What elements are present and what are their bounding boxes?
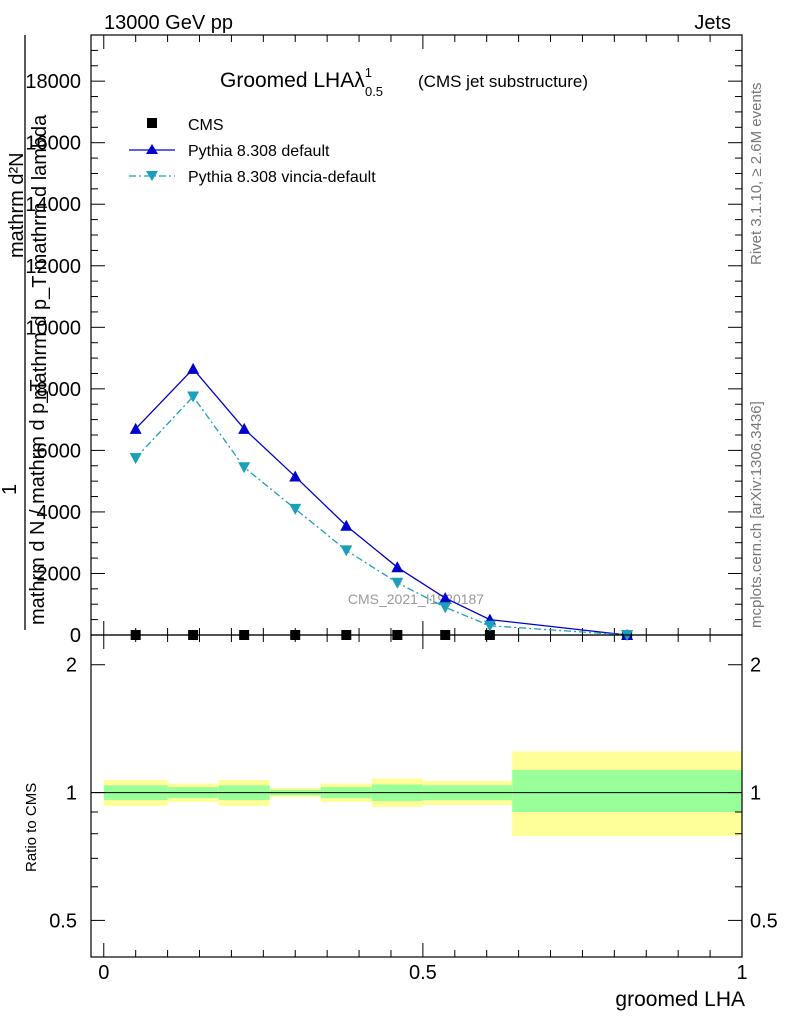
- default-point: [340, 519, 353, 531]
- ratio-ytick-label-right: 0.5: [750, 910, 778, 932]
- chart-subtitle: (CMS jet substructure): [418, 72, 588, 91]
- chart-title-sub: 0.5: [365, 84, 383, 99]
- main-ytick-label: 16000: [25, 133, 81, 155]
- default-point: [439, 592, 452, 604]
- main-ytick-label: 12000: [25, 256, 81, 278]
- vincia-point: [439, 602, 452, 614]
- main-ytick-label: 0: [70, 625, 81, 647]
- ratio-tick-labels: 0.5 0.5 1 1 2 2 0 0.5 1: [49, 655, 778, 984]
- legend-marker-default: [146, 144, 158, 154]
- main-ytick-label: 8000: [37, 379, 82, 401]
- default-point: [129, 422, 142, 434]
- legend-label-cms: CMS: [188, 117, 224, 134]
- ylabel-num-bottom: mathrm d N / mathrm d p_T: [27, 379, 49, 625]
- chart-title-main: Groomed LHAλ: [220, 69, 365, 92]
- ylabel-den-top: mathrm d p_T mathrm d lambda: [29, 114, 51, 400]
- vincia-point: [289, 503, 302, 515]
- main-ytick-label: 2000: [37, 563, 82, 585]
- vincia-point: [238, 462, 251, 474]
- energy-label: 13000 GeV pp: [104, 12, 233, 34]
- ratio-panel: 0.5 0.5 1 1 2 2 0 0.5 1 Ratio to CMS groomed LHA: [23, 634, 778, 1011]
- vincia-point: [391, 577, 404, 589]
- ratio-ylabel: Ratio to CMS: [23, 783, 40, 872]
- rivet-label: Rivet 3.1.10, ≥ 2.6M events: [748, 83, 765, 266]
- ylabel-frac-top: 1: [0, 484, 21, 495]
- legend-marker-cms: [147, 118, 157, 128]
- default-point: [289, 470, 302, 482]
- ylabel-num-top: mathrm d²N: [6, 152, 28, 258]
- process-label: Jets: [694, 12, 731, 34]
- chart-title-sup: 1: [365, 65, 372, 80]
- ratio-ytick-label-left: 0.5: [49, 910, 77, 932]
- analysis-label: CMS_2021_I1920187: [348, 591, 484, 607]
- main-ticks: [91, 35, 743, 636]
- vincia-point: [129, 453, 142, 465]
- ratio-band-green: [512, 770, 742, 813]
- site-label: mcplots.cern.ch [arXiv:1306.3436]: [748, 401, 765, 628]
- legend-label-default: Pythia 8.308 default: [188, 143, 330, 160]
- ratio-ytick-label-left: 2: [66, 655, 77, 677]
- xtick-label: 0: [98, 962, 109, 984]
- x-axis-label: groomed LHA: [615, 988, 745, 1011]
- legend-marker-vincia: [146, 171, 158, 181]
- main-ylabel: mathrm d²N mathrm d p_T mathrm d lambda …: [0, 35, 51, 630]
- main-ytick-label: 4000: [37, 502, 82, 524]
- ratio-ytick-label-right: 2: [750, 655, 761, 677]
- main-ytick-label: 18000: [25, 71, 81, 93]
- vincia-point: [187, 391, 200, 403]
- legend-label-vincia: Pythia 8.308 vincia-default: [188, 169, 376, 186]
- legend: CMS Pythia 8.308 default Pythia 8.308 vi…: [129, 117, 376, 186]
- xtick-label: 0.5: [409, 962, 437, 984]
- default-point: [238, 422, 251, 434]
- default-point: [391, 561, 404, 573]
- main-ytick-label: 6000: [37, 440, 82, 462]
- chart-title: Groomed LHAλ1 0.5: [220, 65, 383, 99]
- main-ytick-label: 10000: [25, 317, 81, 339]
- vincia-point: [340, 545, 353, 557]
- main-ytick-labels: 0 2000 4000 6000 8000 10000 12000 14000 16000 180…: [25, 71, 81, 647]
- main-ytick-label: 14000: [25, 194, 81, 216]
- ratio-ticks: [91, 635, 743, 957]
- ratio-frame: [90, 634, 743, 958]
- main-panel: 0 2000 4000 6000 8000 10000 12000 14000 16000 180…: [0, 34, 743, 647]
- ratio-bands: [103, 751, 742, 837]
- default-point: [187, 362, 200, 374]
- xtick-label: 1: [736, 962, 747, 984]
- ratio-ytick-label-right: 1: [750, 783, 761, 805]
- vincia-point: [483, 620, 496, 632]
- ratio-ytick-label-left: 1: [66, 783, 77, 805]
